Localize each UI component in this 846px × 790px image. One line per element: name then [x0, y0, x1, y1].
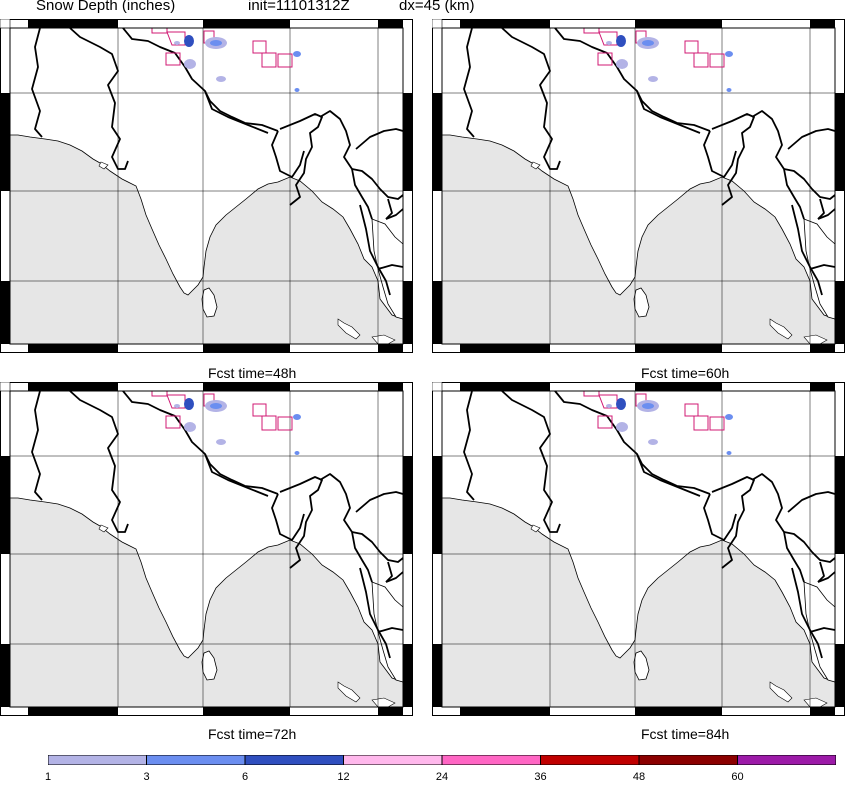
fcst-time-label-72h: Fcst time=72h — [208, 726, 297, 742]
colorbar-tick-label: 36 — [534, 771, 547, 783]
colorbar-segment — [737, 754, 837, 766]
map-panel-48h — [0, 19, 413, 353]
land-andaman — [337, 318, 361, 340]
land-small-island — [98, 161, 109, 170]
snow-depth-shading — [606, 398, 733, 455]
colorbar-segment — [441, 754, 541, 766]
fcst-time-label-84h: Fcst time=84h — [641, 726, 730, 742]
colorbar-tick-label: 12 — [337, 771, 350, 783]
colorbar-segment — [146, 754, 246, 766]
colorbar-tick-label: 24 — [435, 771, 449, 783]
snow-depth-shading — [174, 398, 301, 455]
map-svg — [0, 382, 413, 716]
field-title: Snow Depth (inches) — [36, 0, 176, 14]
colorbar-tick-label: 1 — [44, 771, 52, 783]
snow-depth-shading — [606, 35, 733, 92]
map-panel-72h — [0, 382, 413, 716]
land-andaman — [337, 681, 361, 703]
map-frame — [0, 382, 413, 716]
colorbar-segment — [638, 754, 738, 766]
fcst-time-label-48h: Fcst time=48h — [208, 365, 297, 381]
country-borders — [463, 27, 836, 296]
colorbar-segment — [244, 754, 344, 766]
colorbar-segment — [540, 754, 640, 766]
country-borders — [463, 390, 836, 659]
map-svg — [0, 19, 413, 353]
grid-lines — [10, 391, 403, 707]
land-small-island — [98, 524, 109, 533]
colorbar-tick-label: 60 — [731, 771, 744, 783]
init-time: init=11101312Z — [248, 0, 350, 14]
map-panel-84h — [432, 382, 845, 716]
grid-lines — [442, 28, 835, 344]
colorbar-segment — [47, 754, 147, 766]
land-mainland — [9, 390, 404, 683]
map-svg — [432, 382, 845, 716]
land-small-island — [530, 161, 541, 170]
map-svg — [432, 19, 845, 353]
map-frame — [0, 19, 413, 353]
land-mainland — [441, 27, 836, 320]
land-sri-lanka — [201, 287, 218, 318]
land-andaman — [769, 681, 793, 703]
fcst-time-label-60h: Fcst time=60h — [641, 365, 730, 381]
snow-depth-colorbar — [47, 752, 837, 766]
land-mainland — [441, 390, 836, 683]
map-panel-60h — [432, 19, 845, 353]
land-andaman — [769, 318, 793, 340]
land-mainland — [9, 27, 404, 320]
region-boxes — [583, 27, 725, 68]
colorbar-tick-label: 3 — [143, 771, 150, 783]
snow-depth-shading — [174, 35, 301, 92]
country-borders — [31, 390, 404, 659]
map-frame — [432, 19, 845, 353]
map-frame — [432, 382, 845, 716]
land-sri-lanka — [633, 650, 650, 681]
grid-resolution: dx=45 (km) — [399, 0, 475, 14]
land-sri-lanka — [201, 650, 218, 681]
grid-lines — [442, 391, 835, 707]
colorbar-segment — [343, 754, 443, 766]
land-small-island — [530, 524, 541, 533]
region-boxes — [151, 27, 293, 68]
colorbar-tick-label: 48 — [632, 771, 646, 783]
grid-lines — [10, 28, 403, 344]
land-sri-lanka — [633, 287, 650, 318]
colorbar-tick-label: 6 — [241, 771, 249, 783]
